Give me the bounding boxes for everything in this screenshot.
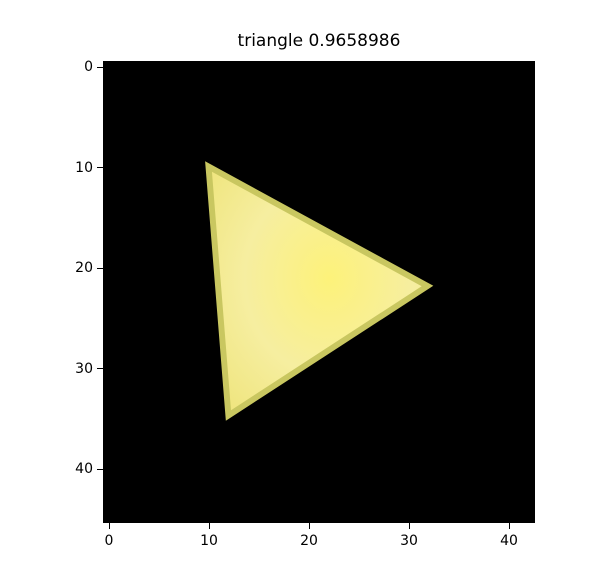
y-tick-label: 20 (75, 260, 93, 277)
x-tick-label: 40 (500, 533, 518, 549)
y-tick-mark (97, 368, 103, 370)
y-tick-label: 10 (75, 159, 93, 176)
y-tick-mark (97, 66, 103, 68)
y-tick-label: 40 (75, 461, 93, 478)
y-tick-mark (97, 167, 103, 169)
x-tick-label: 10 (200, 533, 218, 549)
x-tick-label: 30 (400, 533, 418, 549)
plot-title: triangle 0.9658986 (237, 31, 401, 51)
image-frame (103, 61, 535, 523)
y-tick-mark (97, 468, 103, 470)
x-tick-label: 0 (104, 533, 114, 549)
x-tick-label: 20 (300, 533, 318, 549)
x-tick-mark (108, 523, 110, 529)
y-tick-mark (97, 267, 103, 269)
y-tick-label: 0 (84, 59, 93, 76)
triangle-image (104, 62, 534, 522)
x-tick-mark (208, 523, 210, 529)
x-tick-mark (308, 523, 310, 529)
x-tick-mark (408, 523, 410, 529)
y-tick-label: 30 (75, 360, 93, 377)
x-tick-mark (508, 523, 510, 529)
triangle-shape (205, 161, 434, 421)
